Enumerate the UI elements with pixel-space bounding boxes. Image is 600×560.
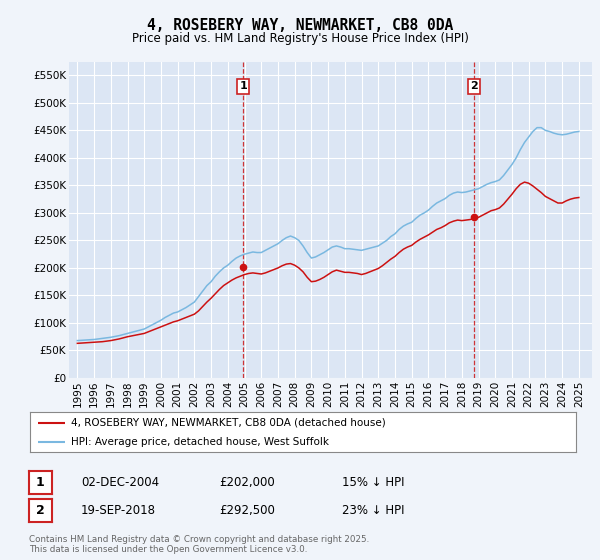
Text: Contains HM Land Registry data © Crown copyright and database right 2025.
This d: Contains HM Land Registry data © Crown c… <box>29 535 369 554</box>
Text: Price paid vs. HM Land Registry's House Price Index (HPI): Price paid vs. HM Land Registry's House … <box>131 31 469 45</box>
Text: 15% ↓ HPI: 15% ↓ HPI <box>342 476 404 489</box>
Text: 1: 1 <box>239 81 247 91</box>
Text: 4, ROSEBERY WAY, NEWMARKET, CB8 0DA: 4, ROSEBERY WAY, NEWMARKET, CB8 0DA <box>147 18 453 32</box>
Text: 2: 2 <box>470 81 478 91</box>
Text: 23% ↓ HPI: 23% ↓ HPI <box>342 504 404 517</box>
Text: 1: 1 <box>36 476 44 489</box>
Text: 4, ROSEBERY WAY, NEWMARKET, CB8 0DA (detached house): 4, ROSEBERY WAY, NEWMARKET, CB8 0DA (det… <box>71 418 386 428</box>
Text: 19-SEP-2018: 19-SEP-2018 <box>81 504 156 517</box>
Text: 2: 2 <box>36 504 44 517</box>
Text: £202,000: £202,000 <box>219 476 275 489</box>
Text: 02-DEC-2004: 02-DEC-2004 <box>81 476 159 489</box>
Text: HPI: Average price, detached house, West Suffolk: HPI: Average price, detached house, West… <box>71 437 329 447</box>
Text: £292,500: £292,500 <box>219 504 275 517</box>
